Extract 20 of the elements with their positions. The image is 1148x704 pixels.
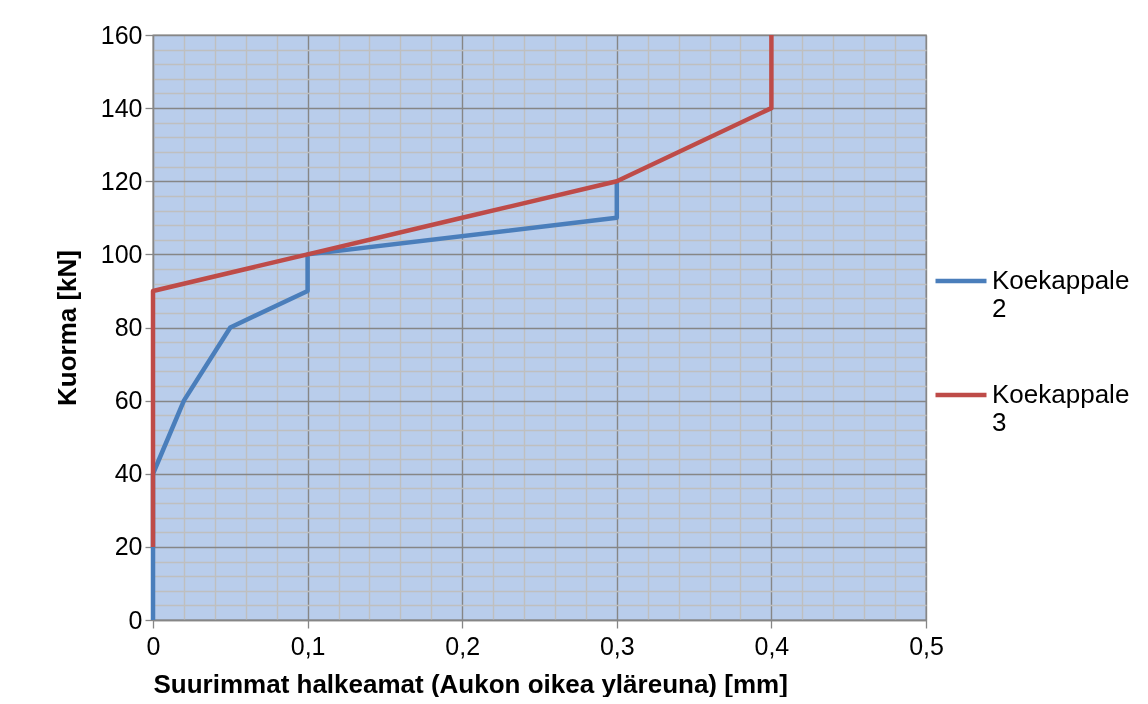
y-tick-label: 120	[100, 166, 143, 195]
x-tick-label: 0,4	[754, 631, 790, 660]
x-axis-title: Suurimmat halkeamat (Aukon oikea yläreuna) [mm]	[153, 668, 788, 699]
legend-label: Koekappale 2	[992, 265, 1130, 323]
y-tick-label: 60	[114, 386, 143, 415]
x-tick-label: 0	[146, 631, 161, 660]
y-tick-label: 160	[100, 20, 143, 49]
y-tick-label: 140	[100, 93, 143, 122]
y-axis-title: Kuorma [kN]	[51, 249, 82, 407]
y-tick-label: 40	[114, 459, 143, 488]
y-tick-label: 0	[128, 605, 143, 634]
y-tick-label: 100	[100, 239, 143, 268]
y-tick-label: 20	[114, 532, 143, 561]
x-tick-label: 0,5	[909, 631, 944, 660]
x-tick-label: 0,2	[445, 631, 481, 660]
line-series	[150, 32, 774, 550]
x-tick-label: 0,1	[290, 631, 326, 660]
y-tick-label: 80	[114, 313, 143, 341]
x-tick-label: 0,3	[599, 631, 635, 660]
legend-label: Koekappale 3	[992, 379, 1130, 437]
